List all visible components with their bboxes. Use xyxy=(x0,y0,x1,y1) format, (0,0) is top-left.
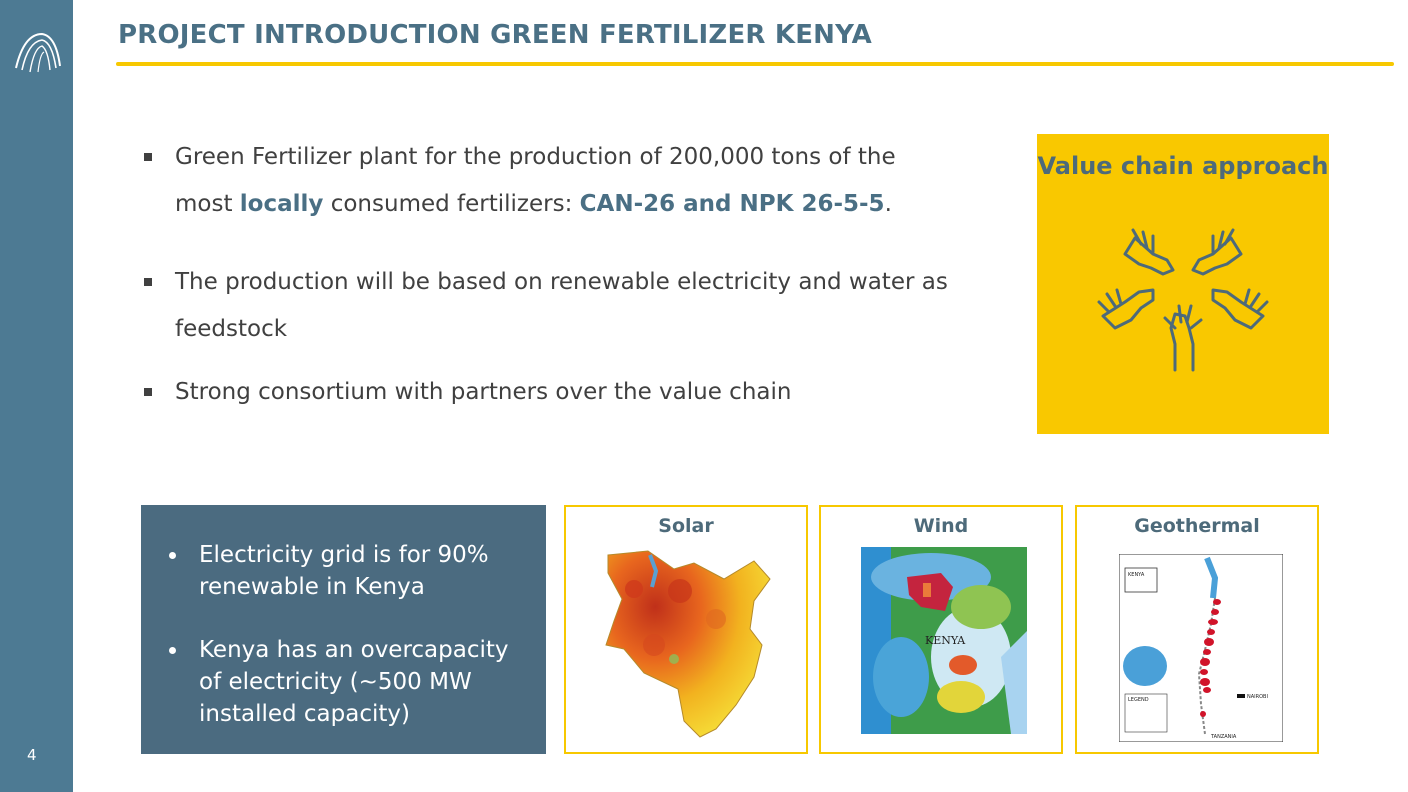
main-bullet-list: Green Fertilizer plant for the productio… xyxy=(140,134,960,416)
geothermal-country-label: KENYA xyxy=(1128,572,1145,578)
grid-item-text: Electricity grid is for 90% renewable in… xyxy=(199,542,489,600)
highlight-locally: locally xyxy=(239,191,324,217)
square-bullet-icon xyxy=(144,153,152,161)
geothermal-map-card: Geothermal KENYA NAIROBI LEGEND TANZANIA xyxy=(1075,505,1319,754)
electricity-grid-box: Electricity grid is for 90% renewable in… xyxy=(141,505,546,754)
slide-title: PROJECT INTRODUCTION GREEN FERTILIZER KE… xyxy=(118,20,873,50)
value-chain-box: Value chain approach xyxy=(1037,134,1329,434)
round-bullet-icon xyxy=(169,552,176,559)
page-number: 4 xyxy=(27,746,37,764)
bullet-renewable-feedstock: The production will be based on renewabl… xyxy=(140,259,960,369)
geothermal-map-image: KENYA NAIROBI LEGEND TANZANIA xyxy=(1119,554,1283,742)
bullet-text: . xyxy=(884,191,892,217)
geothermal-legend-label: LEGEND xyxy=(1128,697,1149,703)
wind-map-image: KENYA xyxy=(861,547,1027,734)
arch-logo-icon xyxy=(15,32,61,73)
bullet-consortium: Strong consortium with partners over the… xyxy=(140,369,960,416)
square-bullet-icon xyxy=(144,388,152,396)
grid-item-text: Kenya has an overcapacity of electricity… xyxy=(199,637,509,727)
bullet-text: Strong consortium with partners over the… xyxy=(175,379,792,405)
sidebar-bar: 4 xyxy=(0,0,73,792)
wind-country-label: KENYA xyxy=(925,634,966,647)
value-chain-title: Value chain approach xyxy=(1037,152,1329,180)
hands-circle-icon xyxy=(1097,228,1269,372)
bullet-text: consumed fertilizers: xyxy=(323,191,580,217)
grid-item-renewable: Electricity grid is for 90% renewable in… xyxy=(165,539,535,603)
geothermal-label: Geothermal xyxy=(1134,515,1260,537)
title-underline xyxy=(116,62,1394,66)
solar-map-image xyxy=(605,550,771,738)
solar-label: Solar xyxy=(658,515,714,537)
wind-label: Wind xyxy=(913,515,969,537)
bullet-text: Green Fertilizer plant for the productio… xyxy=(175,144,896,217)
highlight-fertilizers: CAN-26 and NPK 26-5-5 xyxy=(579,191,885,217)
solar-map-card: Solar xyxy=(564,505,808,754)
square-bullet-icon xyxy=(144,278,152,286)
wind-map-card: Wind KENYA xyxy=(819,505,1063,754)
geothermal-capital-label: NAIROBI xyxy=(1247,694,1268,700)
grid-bullet-list: Electricity grid is for 90% renewable in… xyxy=(165,539,535,730)
round-bullet-icon xyxy=(169,647,176,654)
bullet-plant-production: Green Fertilizer plant for the productio… xyxy=(140,134,960,259)
grid-item-overcapacity: Kenya has an overcapacity of electricity… xyxy=(165,634,535,730)
geothermal-south-label: TANZANIA xyxy=(1210,734,1237,740)
bullet-text: The production will be based on renewabl… xyxy=(175,269,948,342)
